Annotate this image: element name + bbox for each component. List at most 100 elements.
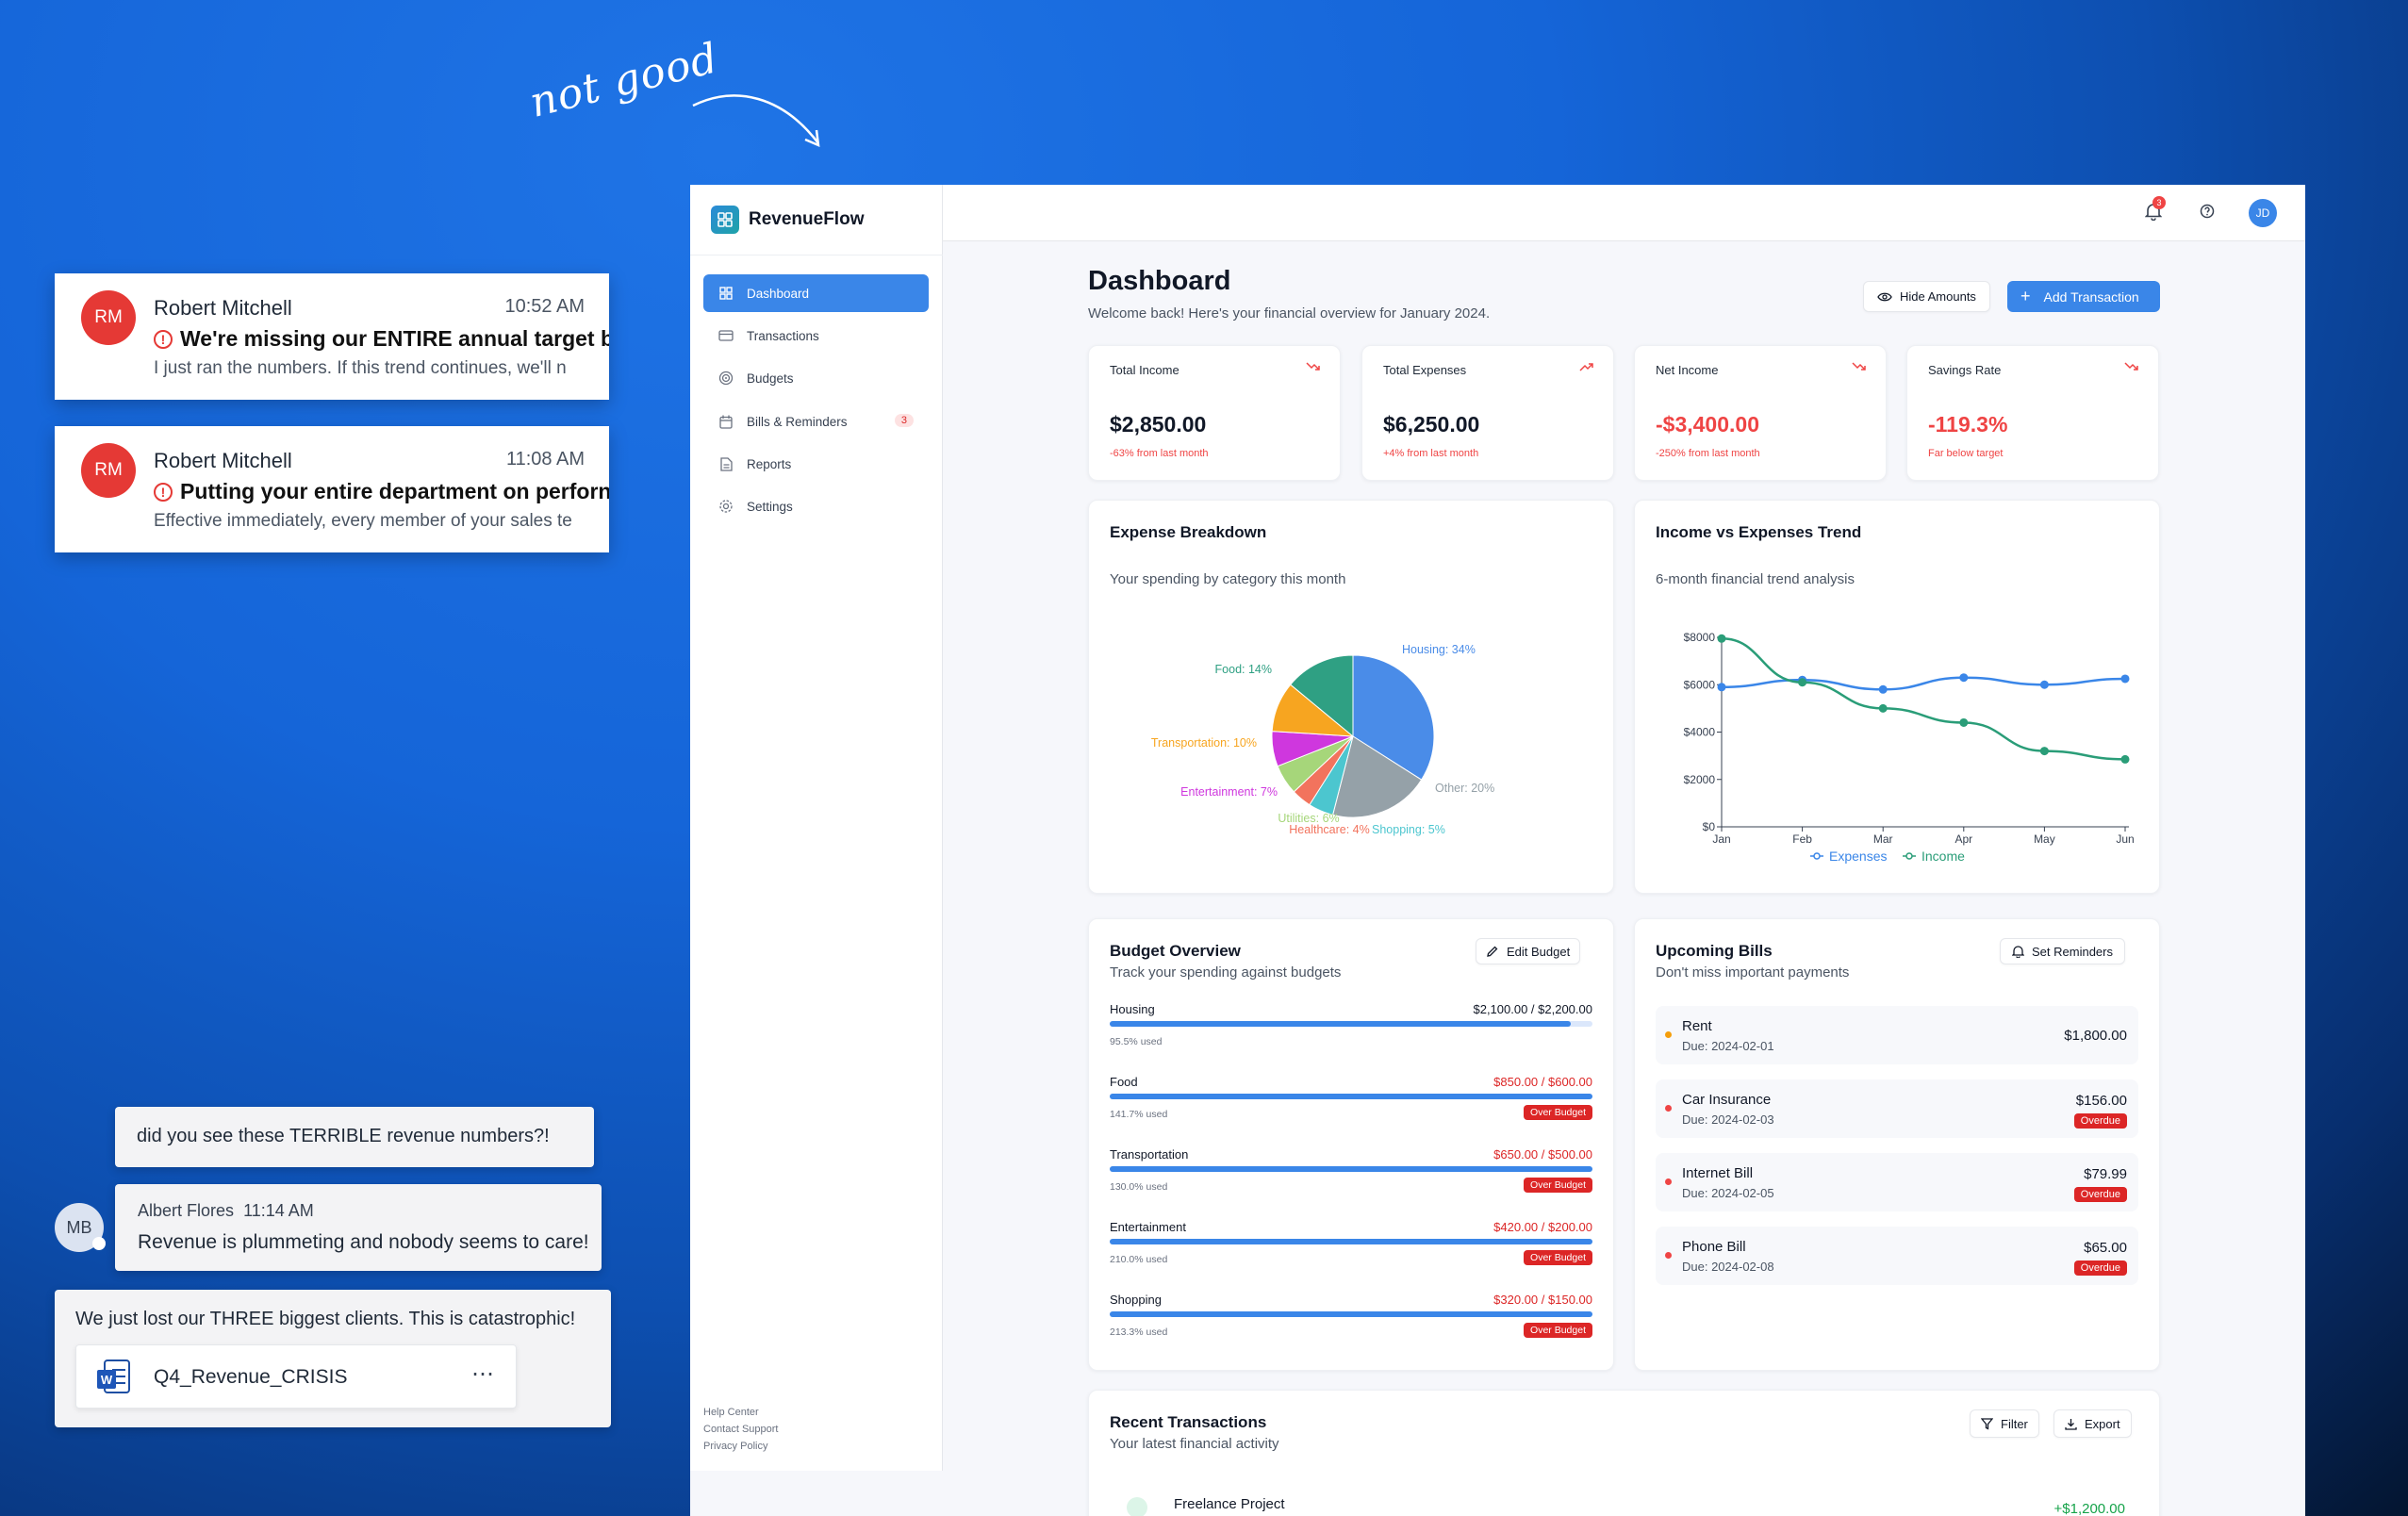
progress-bar <box>1110 1166 1592 1172</box>
top-bar: 3 JD <box>943 185 2305 241</box>
edit-budget-button[interactable]: Edit Budget <box>1476 938 1581 964</box>
card-title: Expense Breakdown <box>1110 523 1267 541</box>
help-icon[interactable] <box>2200 204 2215 219</box>
progress-bar <box>1110 1239 1592 1244</box>
budget-used: 213.3% used <box>1110 1326 1168 1338</box>
x-tick-label: Jan <box>1712 832 1730 846</box>
app-window: RevenueFlow Dashboard Transactions Budge… <box>690 185 2305 1516</box>
privacy-policy-link[interactable]: Privacy Policy <box>703 1441 768 1452</box>
plus-icon: + <box>2020 287 2031 305</box>
status-dot <box>1665 1252 1672 1259</box>
budget-overview-card: Budget Overview Track your spending agai… <box>1088 918 1614 1371</box>
help-center-link[interactable]: Help Center <box>703 1407 759 1418</box>
chat-time: 11:14 AM <box>243 1201 314 1220</box>
logo-icon <box>711 206 739 234</box>
bill-item[interactable]: Phone Bill Due: 2024-02-08 $65.00 Overdue <box>1656 1227 2138 1285</box>
sidebar-item-dashboard[interactable]: Dashboard <box>703 274 929 312</box>
bill-item[interactable]: Rent Due: 2024-02-01 $1,800.00 <box>1656 1006 2138 1064</box>
brand[interactable]: RevenueFlow <box>711 206 864 234</box>
trend-down-icon <box>1306 362 1320 371</box>
income-icon <box>1127 1497 1147 1516</box>
kpi-label: Net Income <box>1656 363 1719 377</box>
file-attachment[interactable]: W Q4_Revenue_CRISIS ⋯ <box>75 1344 517 1409</box>
gear-icon <box>718 499 734 514</box>
word-document-icon: W <box>97 1359 130 1393</box>
add-transaction-button[interactable]: + Add Transaction <box>2007 281 2160 312</box>
hide-amounts-button[interactable]: Hide Amounts <box>1863 281 1990 312</box>
chat-message: We just lost our THREE biggest clients. … <box>55 1290 611 1427</box>
curved-arrow-icon <box>692 94 820 148</box>
more-options-button[interactable]: ⋯ <box>471 1361 495 1387</box>
sidebar-item-bills[interactable]: Bills & Reminders 3 <box>703 403 929 440</box>
data-point <box>1878 703 1888 713</box>
svg-text:W: W <box>101 1373 113 1387</box>
budget-category: Entertainment <box>1110 1220 1186 1234</box>
data-point <box>2120 674 2130 684</box>
legend-item: Expenses <box>1829 849 1887 864</box>
budget-amount: $420.00 / $200.00 <box>1493 1220 1592 1234</box>
sidebar-item-budgets[interactable]: Budgets <box>703 359 929 397</box>
progress-bar <box>1110 1311 1592 1317</box>
sidebar-item-label: Bills & Reminders <box>747 414 848 429</box>
email-notification[interactable]: RM Robert Mitchell 10:52 AM ! We're missi… <box>55 273 609 400</box>
warning-icon: ! <box>154 483 173 502</box>
legend-item: Income <box>1921 849 1965 864</box>
chat-text: Revenue is plummeting and nobody seems t… <box>138 1231 589 1253</box>
sidebar-item-reports[interactable]: Reports <box>703 445 929 483</box>
overdue-badge: Overdue <box>2073 1261 2127 1276</box>
sidebar-item-label: Settings <box>747 499 793 514</box>
card-title: Income vs Expenses Trend <box>1656 523 1862 541</box>
series-line <box>1721 637 2126 761</box>
trend-card: Income vs Expenses Trend 6-month financi… <box>1634 500 2160 894</box>
budget-amount: $2,100.00 / $2,200.00 <box>1473 1002 1592 1016</box>
card-subtitle: Don't miss important payments <box>1656 964 1850 980</box>
card-subtitle: Your latest financial activity <box>1110 1436 1279 1452</box>
bill-amount: $156.00 <box>2075 1093 2127 1109</box>
pie-label: Housing: 34% <box>1402 643 1476 656</box>
bill-amount: $79.99 <box>2084 1166 2127 1182</box>
user-avatar[interactable]: JD <box>2249 199 2277 227</box>
progress-fill <box>1110 1311 1592 1317</box>
budget-category: Housing <box>1110 1002 1155 1016</box>
target-icon <box>718 371 734 386</box>
sidebar-item-label: Transactions <box>747 328 819 343</box>
data-point <box>1959 673 1969 683</box>
download-icon <box>2065 1418 2077 1430</box>
sidebar-item-settings[interactable]: Settings <box>703 487 929 525</box>
sidebar: RevenueFlow Dashboard Transactions Budge… <box>690 185 943 1471</box>
pie-label: Entertainment: 7% <box>1180 785 1278 799</box>
email-notification[interactable]: RM Robert Mitchell 11:08 AM ! Putting you… <box>55 426 609 552</box>
eye-icon <box>1877 292 1892 301</box>
kpi-label: Savings Rate <box>1928 363 2002 377</box>
set-reminders-button[interactable]: Set Reminders <box>2000 938 2125 964</box>
data-point <box>2039 680 2049 689</box>
transaction-name: Freelance Project <box>1174 1496 1285 1512</box>
bill-item[interactable]: Car Insurance Due: 2024-02-03 $156.00 Overd… <box>1656 1079 2138 1138</box>
kpi-value: $2,850.00 <box>1110 412 1207 437</box>
kpi-note: -63% from last month <box>1110 448 1209 459</box>
kpi-label: Total Expenses <box>1383 363 1467 377</box>
budget-category: Food <box>1110 1075 1138 1089</box>
contact-support-link[interactable]: Contact Support <box>703 1424 779 1435</box>
email-time: 10:52 AM <box>504 296 585 317</box>
card-subtitle: Your spending by category this month <box>1110 571 1346 587</box>
budget-used: 130.0% used <box>1110 1181 1168 1193</box>
pencil-icon <box>1487 946 1498 957</box>
bill-item[interactable]: Internet Bill Due: 2024-02-05 $79.99 Overdu… <box>1656 1153 2138 1211</box>
sidebar-item-transactions[interactable]: Transactions <box>703 317 929 354</box>
data-point <box>1717 634 1726 643</box>
budget-used: 95.5% used <box>1110 1036 1163 1047</box>
pie-label: Shopping: 5% <box>1372 823 1445 836</box>
email-sender: Robert Mitchell <box>154 296 292 320</box>
progress-fill <box>1110 1239 1592 1244</box>
filter-button[interactable]: Filter <box>1970 1409 2039 1438</box>
count-badge: 3 <box>894 414 914 427</box>
pie-label: Other: 20% <box>1435 782 1494 795</box>
over-budget-badge: Over Budget <box>1524 1178 1592 1193</box>
email-preview: Effective immediately, every member of y… <box>154 511 572 531</box>
chat-sender: Albert Flores <box>138 1201 235 1220</box>
y-tick-label: $4000 <box>1684 726 1716 739</box>
kpi-note: +4% from last month <box>1383 448 1479 459</box>
export-button[interactable]: Export <box>2053 1409 2132 1438</box>
y-tick-label: $6000 <box>1684 678 1716 691</box>
